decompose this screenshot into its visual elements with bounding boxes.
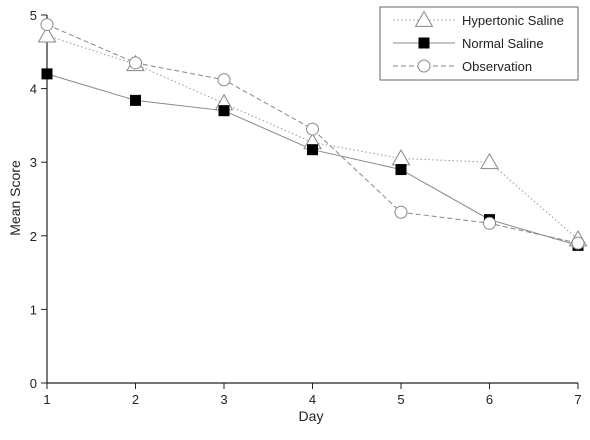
data-point-observation bbox=[571, 236, 585, 250]
data-point-normal-saline bbox=[41, 68, 53, 80]
legend: Hypertonic Saline Normal Saline Observatio… bbox=[379, 6, 579, 81]
data-point-observation bbox=[306, 122, 319, 136]
x-tick-label: 7 bbox=[574, 392, 581, 407]
y-tick-label: 0 bbox=[30, 376, 37, 391]
data-point-observation bbox=[40, 18, 54, 32]
series-layer bbox=[37, 18, 588, 251]
y-tick-label: 1 bbox=[30, 302, 37, 317]
y-tick-label: 5 bbox=[30, 8, 37, 23]
data-point-normal-saline bbox=[395, 164, 407, 176]
y-tick-label: 3 bbox=[30, 155, 37, 170]
legend-marker-observation bbox=[417, 59, 431, 73]
data-point-hypertonic-saline bbox=[480, 152, 499, 170]
legend-label: Hypertonic Saline bbox=[462, 13, 564, 28]
legend-marker-hypertonic-saline bbox=[414, 10, 434, 27]
x-tick-label: 1 bbox=[43, 392, 50, 407]
legend-label: Observation bbox=[462, 59, 532, 74]
data-point-hypertonic-saline bbox=[391, 149, 411, 166]
legend-marker-normal-saline bbox=[418, 37, 430, 49]
x-tick-label: 4 bbox=[309, 392, 316, 407]
x-tick-label: 2 bbox=[132, 392, 139, 407]
data-point-normal-saline bbox=[307, 144, 318, 156]
x-axis-title: Day bbox=[299, 408, 324, 424]
data-point-normal-saline bbox=[130, 94, 141, 106]
data-point-observation bbox=[217, 73, 231, 87]
data-point-normal-saline bbox=[218, 105, 230, 117]
x-tick-label: 6 bbox=[486, 392, 493, 407]
data-point-observation bbox=[394, 205, 408, 219]
data-point-hypertonic-saline bbox=[37, 26, 57, 43]
x-tick-label: 3 bbox=[220, 392, 227, 407]
data-point-observation bbox=[129, 56, 142, 70]
x-tick-label: 5 bbox=[397, 392, 404, 407]
y-tick-label: 2 bbox=[30, 229, 37, 244]
series-line-normal-saline bbox=[46, 73, 579, 246]
y-axis-title: Mean Score bbox=[7, 160, 23, 236]
y-tick-label: 4 bbox=[30, 82, 37, 97]
data-point-observation bbox=[483, 216, 496, 230]
legend-label: Normal Saline bbox=[462, 36, 544, 51]
